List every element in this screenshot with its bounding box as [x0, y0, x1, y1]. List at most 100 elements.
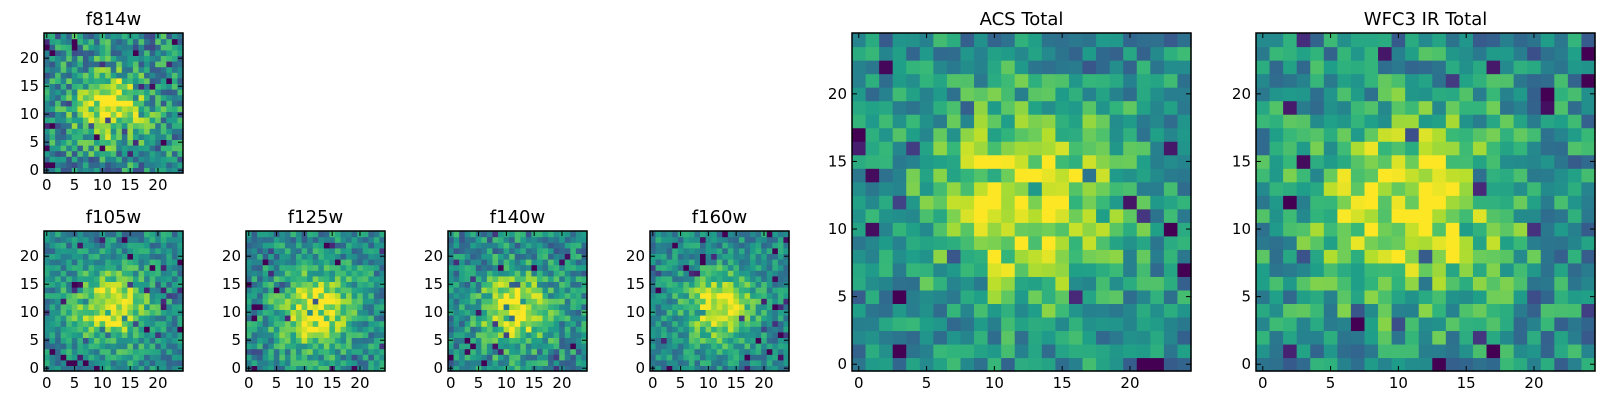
heatmap-cell: [716, 337, 723, 344]
heatmap-cell: [60, 77, 67, 84]
heatmap-cell: [144, 292, 151, 299]
heatmap-cell: [470, 259, 477, 266]
heatmap-cell: [1364, 316, 1379, 332]
heatmap-cell: [166, 55, 173, 62]
heatmap-cell: [783, 270, 790, 277]
heatmap-cell: [1163, 60, 1179, 75]
heatmap-cell: [946, 276, 962, 291]
heatmap-cell: [946, 127, 962, 142]
heatmap-cell: [138, 145, 145, 152]
heatmap-cell: [1136, 195, 1151, 210]
heatmap-cell: [99, 117, 106, 124]
heatmap-cell: [1109, 222, 1124, 237]
heatmap-cell: [727, 298, 734, 305]
heatmap-cell: [1581, 357, 1596, 372]
heatmap-cell: [177, 275, 184, 282]
heatmap-cell: [71, 247, 78, 254]
heatmap-cell: [865, 181, 880, 196]
heatmap-cell: [66, 105, 73, 112]
heatmap-cell: [722, 359, 729, 366]
heatmap-cell: [525, 365, 532, 372]
x-tick-label: 5: [1326, 374, 1336, 392]
heatmap-cell: [329, 253, 336, 260]
heatmap-cell: [1082, 195, 1097, 210]
heatmap-cell: [581, 236, 588, 243]
heatmap-cell: [974, 33, 989, 48]
heatmap-cell: [1296, 181, 1311, 196]
heatmap-cell: [171, 343, 179, 350]
heatmap-cell: [144, 128, 151, 135]
heatmap-cell: [257, 292, 264, 299]
heatmap-cell: [1378, 154, 1393, 169]
heatmap-cell: [783, 247, 790, 254]
heatmap-cell: [49, 167, 56, 174]
heatmap-cell: [503, 298, 510, 305]
heatmap-cell: [171, 292, 179, 299]
heatmap-cell: [492, 281, 499, 288]
heatmap-cell: [525, 264, 532, 271]
heatmap-cell: [1310, 168, 1325, 183]
heatmap-cell: [284, 354, 292, 361]
heatmap-cell: [155, 247, 162, 254]
heatmap-cell: [132, 44, 140, 51]
heatmap-cell: [296, 348, 303, 355]
heatmap-cell: [116, 83, 123, 90]
heatmap-cell: [481, 247, 488, 254]
heatmap-cell: [55, 231, 62, 238]
heatmap-cell: [155, 343, 162, 350]
heatmap-cell: [498, 253, 505, 260]
heatmap-cell: [110, 303, 117, 310]
x-tick-label: 0: [244, 374, 254, 392]
heatmap-cell: [166, 111, 173, 118]
heatmap-cell: [1001, 33, 1016, 48]
heatmap-cell: [284, 259, 292, 266]
heatmap-cell: [99, 55, 106, 62]
heatmap-cell: [1068, 141, 1084, 156]
heatmap-cell: [88, 156, 95, 163]
heatmap-cell: [121, 100, 128, 107]
heatmap-cell: [262, 298, 269, 305]
heatmap-cell: [171, 270, 179, 277]
heatmap-cell: [946, 303, 962, 318]
heatmap-cell: [1432, 141, 1447, 156]
heatmap-cell: [481, 320, 488, 327]
heatmap-cell: [492, 264, 499, 271]
heatmap-cell: [987, 87, 1002, 102]
heatmap-cell: [1378, 303, 1393, 318]
heatmap-cell: [127, 281, 134, 288]
heatmap-cell: [144, 38, 151, 45]
heatmap-cell: [1513, 343, 1528, 359]
heatmap-cell: [55, 242, 62, 249]
heatmap-cell: [1001, 154, 1016, 169]
heatmap-cell: [727, 275, 734, 282]
heatmap-cell: [138, 236, 145, 243]
heatmap-cell: [1068, 316, 1084, 332]
heatmap-cell: [448, 359, 455, 366]
heatmap-cell: [149, 66, 156, 73]
heatmap-cell: [1554, 60, 1569, 75]
heatmap-cell: [55, 253, 62, 260]
heatmap-cell: [351, 275, 358, 282]
heatmap-cell: [475, 270, 482, 277]
heatmap-cell: [1177, 357, 1192, 372]
heatmap-cell: [548, 281, 555, 288]
heatmap-cell: [144, 94, 151, 101]
heatmap-cell: [1014, 114, 1029, 129]
heatmap-cell: [892, 154, 907, 169]
heatmap-cell: [155, 253, 162, 260]
heatmap-cell: [94, 315, 101, 322]
heatmap-cell: [55, 167, 62, 174]
heatmap-cell: [49, 365, 56, 372]
heatmap-cell: [88, 354, 95, 361]
heatmap-cell: [301, 292, 308, 299]
heatmap-cell: [705, 292, 712, 299]
heatmap-cell: [755, 365, 762, 372]
x-tick-label: 10: [295, 374, 314, 392]
heatmap-cell: [879, 276, 894, 291]
heatmap-cell: [362, 298, 369, 305]
heatmap-cell: [933, 316, 948, 332]
heatmap-cell: [464, 326, 471, 333]
heatmap-cell: [1337, 289, 1352, 304]
heatmap-cell: [661, 281, 668, 288]
heatmap-cell: [346, 359, 353, 366]
